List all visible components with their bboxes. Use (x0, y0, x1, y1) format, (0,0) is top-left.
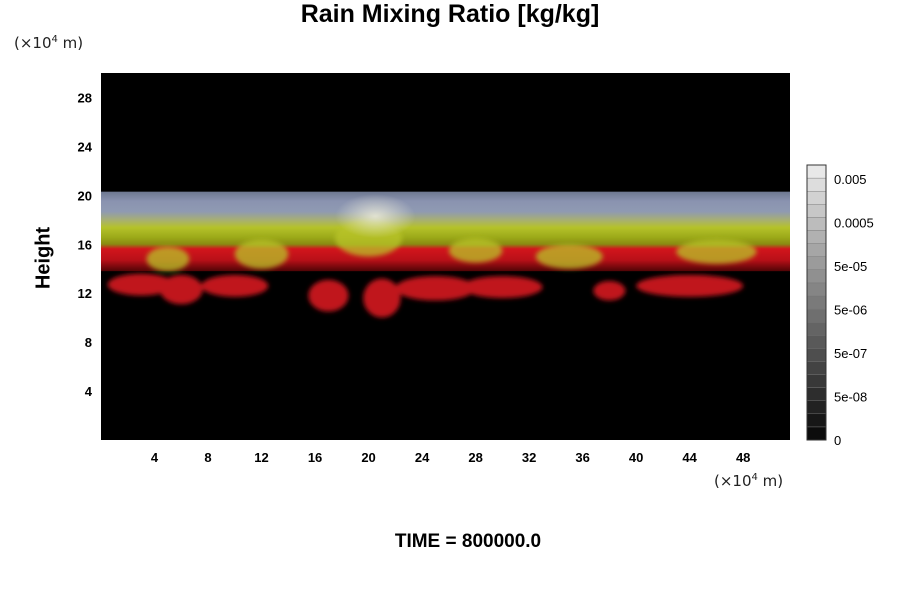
colorbar-cell (806, 400, 827, 415)
y-tick-label: 24 (78, 139, 93, 154)
rain-blob (308, 279, 349, 312)
x-tick-label: 4 (151, 450, 159, 465)
colorbar-label: 5e-07 (834, 346, 867, 361)
colorbar-cell (806, 387, 827, 401)
x-tick-label: 20 (361, 450, 375, 465)
x-tick-label: 40 (629, 450, 643, 465)
y-axis-unit: (×104 m) (14, 34, 84, 52)
rain-blob (636, 274, 744, 297)
x-tick-label: 16 (308, 450, 322, 465)
colorbar-cell (806, 426, 827, 441)
colorbar-frame (806, 164, 827, 441)
time-label: TIME = 800000.0 (394, 531, 542, 552)
rain-blob (462, 276, 543, 299)
colorbar-cell (806, 177, 827, 192)
rain-blob (201, 274, 269, 297)
x-tick-label: 44 (682, 450, 697, 465)
colorbar-cell (806, 230, 827, 244)
colorbar-cell (806, 269, 827, 284)
colorbar-label: 0 (834, 433, 841, 448)
x-tick-label: 48 (736, 450, 750, 465)
colorbar-cell (806, 295, 827, 310)
y-tick-label: 4 (85, 384, 93, 399)
x-tick-label: 12 (254, 450, 268, 465)
colorbar-label: 0.005 (834, 172, 867, 187)
rain-blob (395, 276, 476, 301)
rain-blob (107, 273, 175, 296)
rain-blob (448, 238, 503, 263)
rain-blob (146, 246, 190, 272)
colorbar-label: 0.0005 (834, 216, 874, 231)
colorbar-label: 5e-06 (834, 303, 867, 318)
colorbar-cell (806, 204, 827, 218)
y-tick-label: 20 (78, 188, 92, 203)
x-tick-label: 24 (415, 450, 430, 465)
colorbar-cell (806, 190, 827, 205)
x-tick-label: 32 (522, 450, 536, 465)
colorbar-cell (806, 164, 827, 179)
chart-title: Rain Mixing Ratio [kg/kg] (300, 0, 600, 28)
colorbar-label: 5e-08 (834, 390, 867, 405)
colorbar-cell (806, 308, 827, 323)
y-tick-label: 8 (85, 335, 92, 350)
x-tick-label: 36 (575, 450, 589, 465)
rain-band (101, 191, 790, 272)
x-tick-label: 28 (468, 450, 482, 465)
colorbar-cell (806, 256, 827, 270)
colorbar-cell (806, 348, 827, 362)
rain-blob (234, 239, 289, 269)
colorbar-cell (806, 282, 827, 297)
colorbar-cell (806, 321, 827, 336)
y-tick-label: 16 (78, 237, 92, 252)
colorbar-label: 5e-05 (834, 259, 867, 274)
x-axis-unit: (×104 m) (714, 472, 784, 490)
rain-maximum (335, 194, 416, 239)
colorbar-cell (806, 243, 827, 257)
rain-blob (676, 239, 757, 264)
colorbar-cell (806, 413, 827, 428)
colorbar-cell (806, 335, 827, 349)
rain-blob (593, 280, 626, 301)
colorbar-cell (806, 374, 827, 388)
x-tick-label: 8 (204, 450, 211, 465)
rain-blob (363, 278, 401, 318)
y-tick-label: 12 (78, 286, 92, 301)
rain-blob (535, 244, 603, 269)
colorbar-cell (806, 361, 827, 375)
colorbar-cell (806, 217, 827, 231)
rain-field (101, 191, 790, 318)
y-tick-label: 28 (78, 90, 92, 105)
